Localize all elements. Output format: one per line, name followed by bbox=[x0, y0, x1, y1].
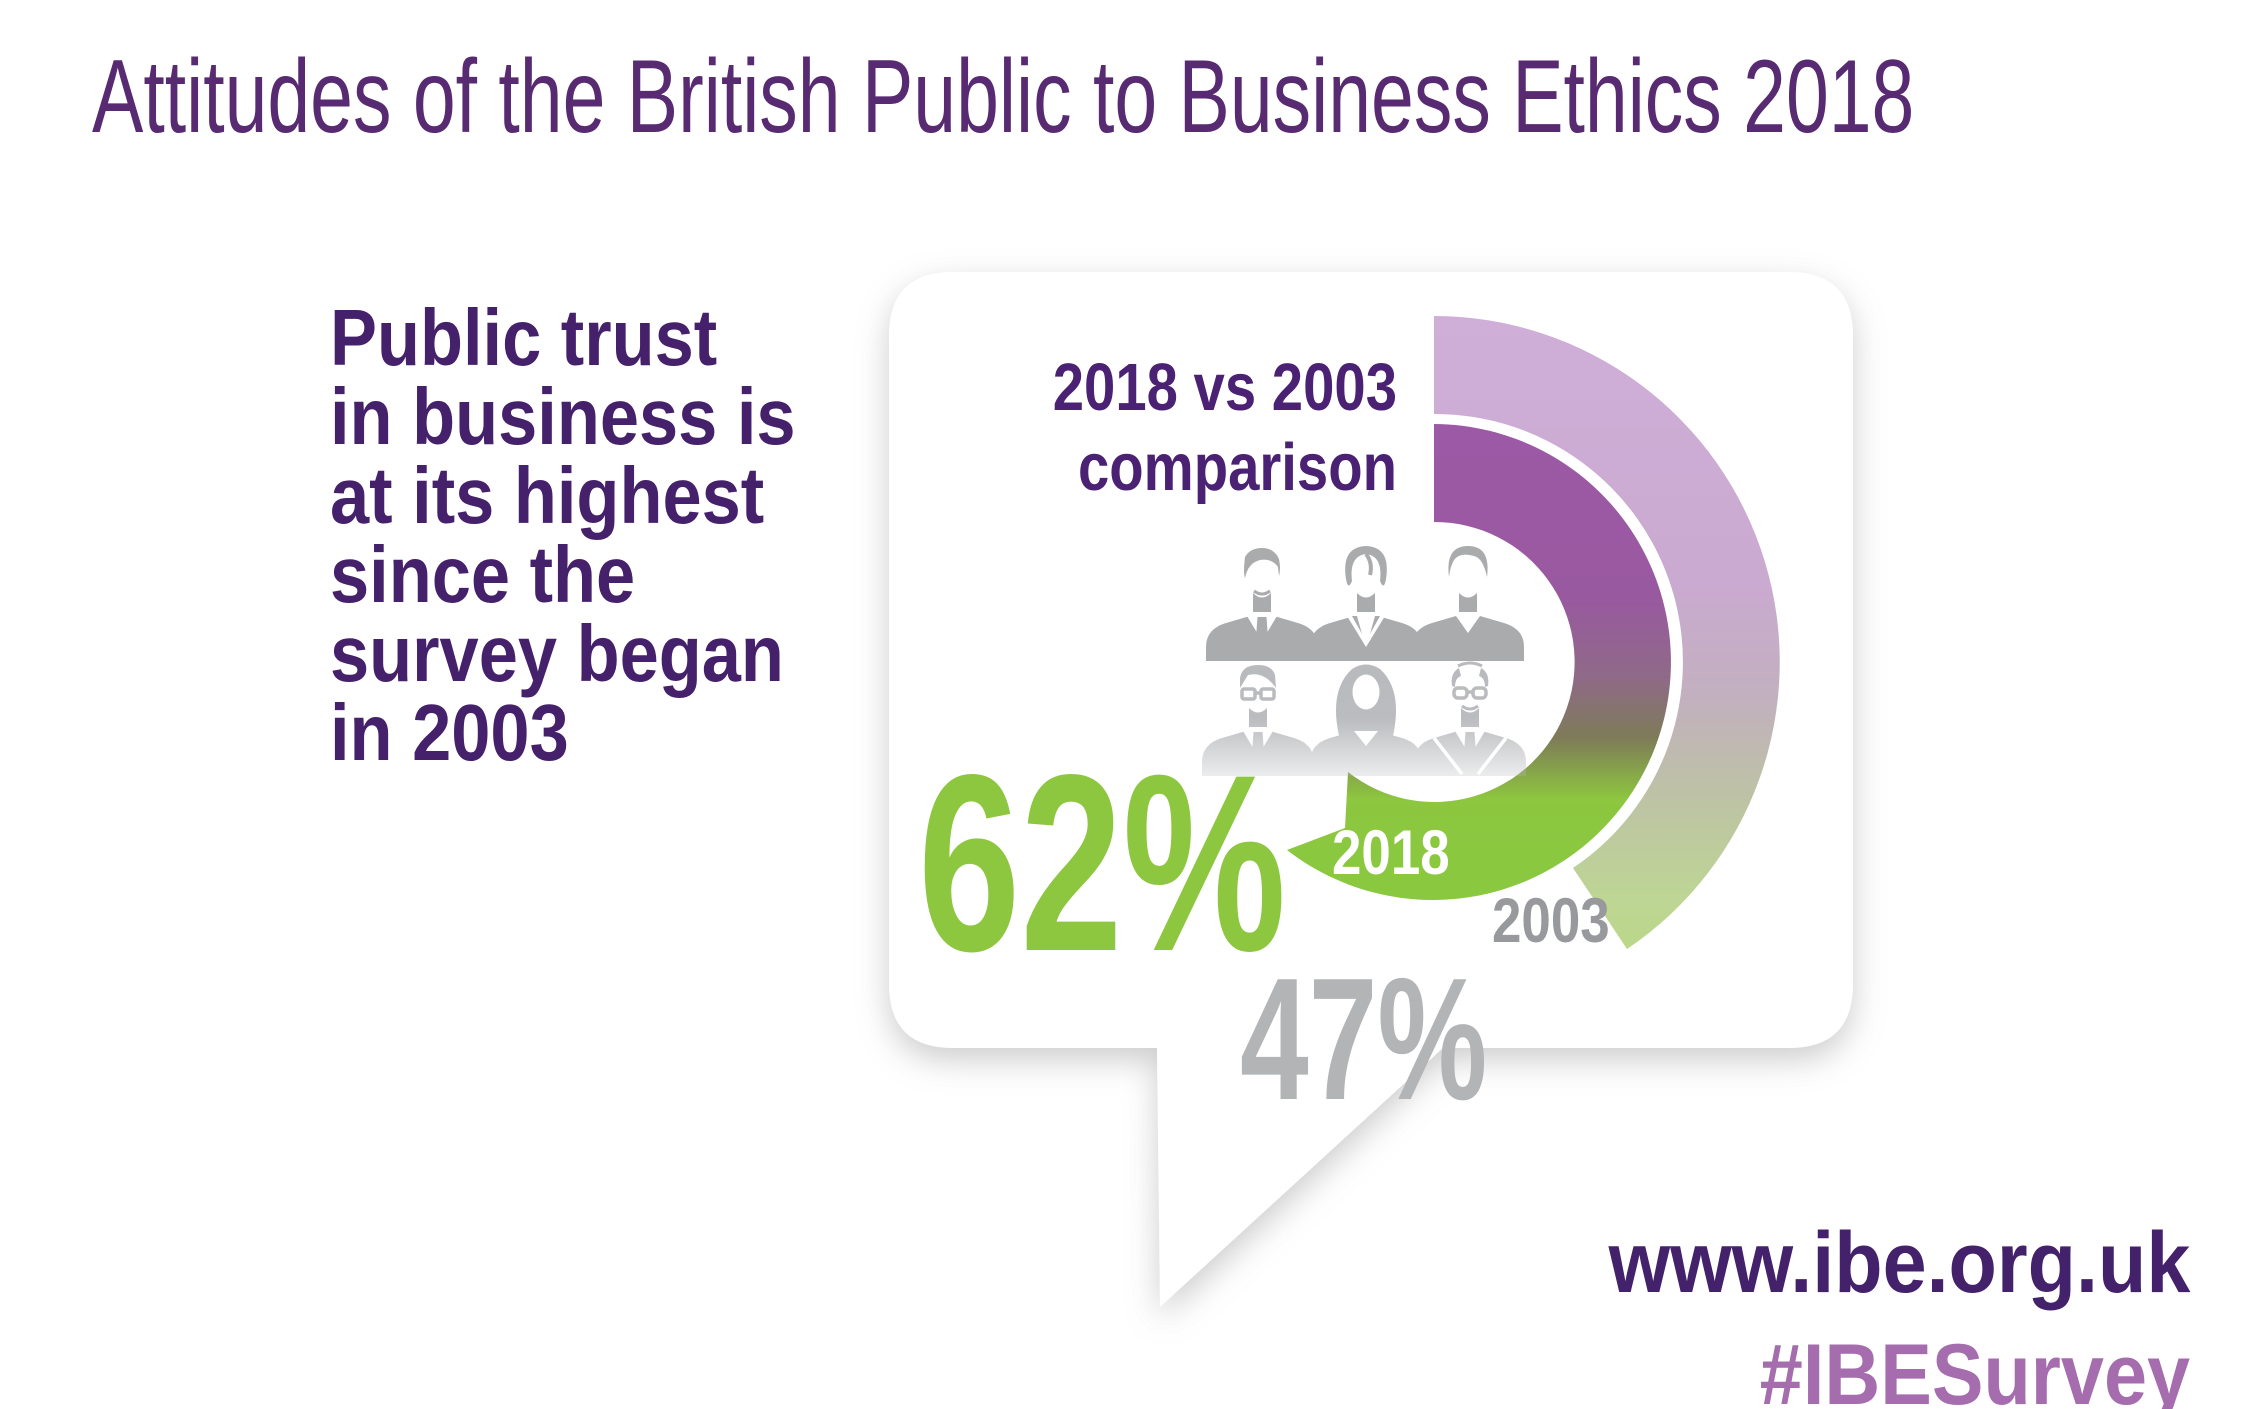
woman-long-hair-icon bbox=[1310, 664, 1422, 776]
man-with-glasses-icon bbox=[1202, 665, 1314, 776]
value-2018: 62% bbox=[918, 723, 1287, 1004]
people-icons-top-row bbox=[1206, 546, 1524, 661]
arc-2018 bbox=[1287, 424, 1671, 900]
page-title: Attitudes of the British Public to Busin… bbox=[92, 39, 1915, 155]
hashtag-label[interactable]: #IBESurvey bbox=[1759, 1327, 2190, 1409]
comparison-heading: 2018 vs 2003 comparison bbox=[725, 348, 1397, 508]
comparison-heading-line1: 2018 vs 2003 bbox=[1052, 350, 1397, 425]
value-2003: 47% bbox=[1240, 941, 1488, 1136]
arc-label-2003: 2003 bbox=[1492, 886, 1610, 956]
comparison-heading-line2: comparison bbox=[1077, 430, 1397, 505]
businesswoman-icon bbox=[1310, 546, 1422, 661]
arc-label-2018: 2018 bbox=[1332, 818, 1450, 888]
businessman-icon bbox=[1206, 548, 1318, 661]
intro-text: Public trust in business is at its highe… bbox=[330, 293, 796, 777]
website-link[interactable]: www.ibe.org.uk bbox=[1608, 1215, 2190, 1311]
people-icons-bottom-row bbox=[1202, 661, 1526, 776]
businessperson-icon bbox=[1412, 546, 1524, 661]
arc-2003 bbox=[1434, 316, 1780, 949]
senior-businessman-icon bbox=[1414, 661, 1526, 776]
